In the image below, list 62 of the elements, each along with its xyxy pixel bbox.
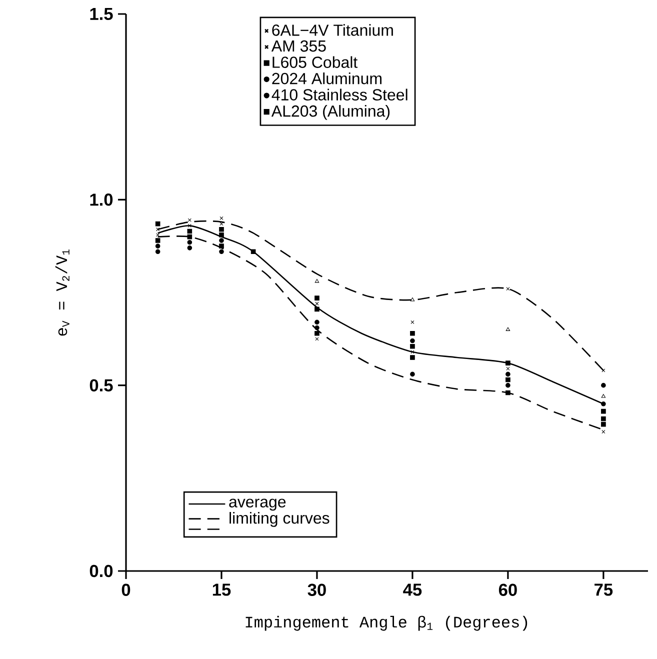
point	[314, 296, 320, 300]
x-tick-label: 15	[212, 584, 231, 596]
point	[315, 302, 319, 306]
point	[506, 327, 510, 331]
legend-label: AL203 (Alumina)	[271, 105, 390, 120]
legend-label: 410 Stainless Steel	[272, 88, 408, 100]
y-axis-title: e$_{V}$ = V$_{2}$/V$_{1}$	[55, 249, 70, 336]
legend-label: average	[229, 498, 286, 511]
point	[155, 238, 160, 243]
point	[314, 320, 320, 325]
point	[219, 244, 224, 248]
point	[601, 394, 606, 398]
point	[410, 338, 415, 344]
legend-label: limiting curves	[230, 512, 330, 527]
y-tick-label: 1.0	[90, 194, 113, 206]
point	[155, 244, 160, 248]
y-tick-label: 1.5	[90, 8, 113, 20]
point	[506, 287, 510, 291]
x-tick-label: 75	[594, 584, 613, 596]
x-tick-label: 30	[308, 584, 326, 596]
x-tick-label: 60	[498, 584, 517, 596]
point	[601, 382, 606, 388]
point	[314, 330, 320, 336]
point	[187, 228, 192, 234]
point	[410, 344, 415, 349]
point	[315, 337, 319, 341]
legend-label: 6AL−4V Titanium	[272, 24, 393, 36]
point	[219, 238, 224, 243]
point	[506, 366, 510, 370]
point	[410, 320, 414, 324]
point	[601, 408, 606, 414]
point	[250, 249, 256, 254]
legend-label: AM 355	[271, 40, 326, 52]
point	[410, 355, 415, 360]
point	[156, 233, 160, 237]
point	[220, 216, 224, 220]
x-tick-label: 0	[122, 584, 130, 596]
legend-label: L605 Cobalt	[272, 56, 358, 68]
point	[155, 221, 160, 226]
point	[602, 430, 606, 434]
point	[506, 377, 510, 382]
point	[410, 372, 415, 377]
point	[220, 222, 224, 226]
point	[187, 234, 192, 240]
point	[314, 278, 320, 283]
point	[187, 240, 192, 245]
y-tick-label: 0.0	[90, 564, 113, 578]
point	[410, 330, 415, 336]
point	[506, 372, 510, 377]
text: Impingement Angle β$_{1}$ (Degrees)	[246, 616, 528, 631]
point	[188, 218, 192, 222]
point	[410, 298, 415, 302]
point	[219, 226, 224, 232]
point	[601, 416, 606, 422]
legend-label: 2024 Aluminum	[272, 72, 382, 84]
point	[219, 249, 224, 254]
point	[187, 246, 192, 250]
x-tick-label: 45	[403, 584, 422, 596]
y-tick-label: 0.5	[90, 379, 113, 392]
point	[506, 382, 510, 388]
point	[601, 422, 606, 427]
point	[155, 249, 160, 254]
